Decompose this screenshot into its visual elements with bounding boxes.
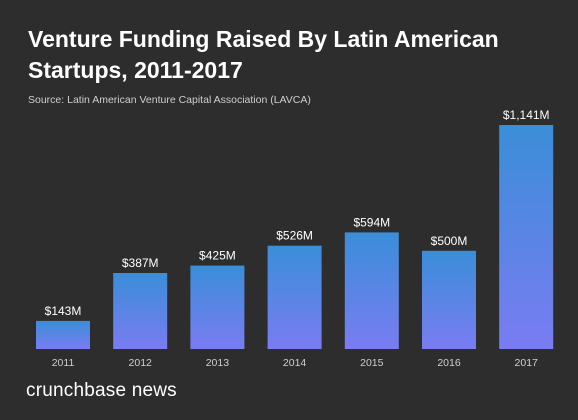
data-label-2012: $387M (122, 256, 159, 270)
chart-source: Source: Latin American Venture Capital A… (28, 94, 311, 106)
bar-2016 (422, 250, 476, 349)
data-label-2015: $594M (353, 215, 390, 229)
bar-2015 (344, 232, 399, 349)
x-tick-2017: 2017 (515, 357, 539, 369)
crunchbase-news-logo: crunchbase news (26, 380, 177, 401)
bar-2011 (36, 320, 90, 349)
data-label-2017: $1,141M (503, 108, 550, 122)
x-tick-2012: 2012 (129, 357, 153, 369)
x-tick-2016: 2016 (437, 357, 461, 369)
x-tick-2015: 2015 (360, 357, 384, 369)
bar-2013 (190, 265, 245, 349)
x-tick-2013: 2013 (206, 357, 230, 369)
bar-2017 (499, 125, 554, 349)
bars-group: $143M 2011 $387M 2012 $425M 2013 $526M 2014 $594… (36, 108, 554, 369)
chart-title: Venture Funding Raised By Latin American… (28, 26, 499, 83)
bar-2014 (267, 245, 322, 349)
x-tick-2011: 2011 (52, 357, 75, 369)
data-label-2013: $425M (199, 249, 236, 263)
data-label-2011: $143M (45, 304, 82, 318)
data-label-2016: $500M (431, 234, 468, 248)
x-tick-2014: 2014 (283, 357, 307, 369)
data-label-2014: $526M (276, 229, 313, 243)
bar-2012 (113, 273, 168, 349)
